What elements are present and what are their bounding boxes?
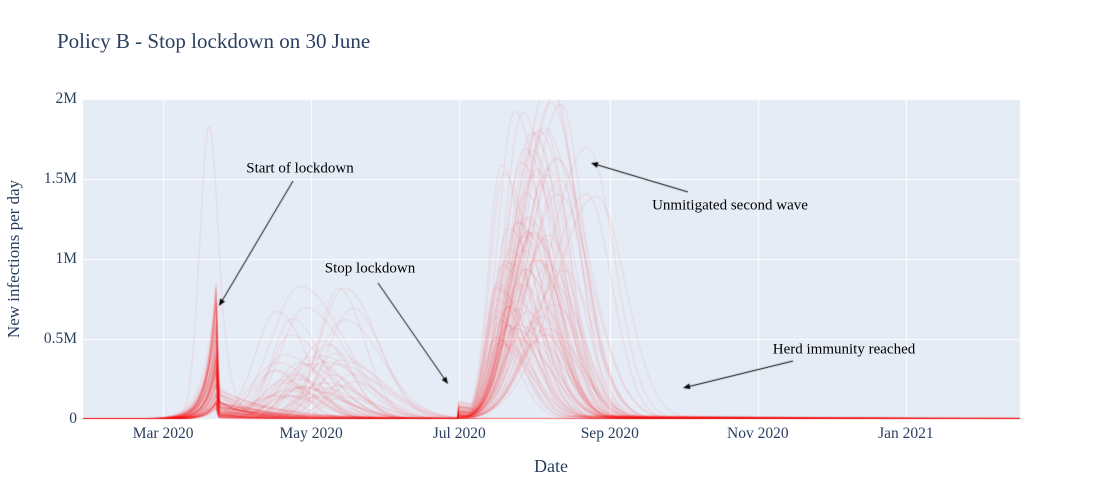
y-tick-label-2: 1M xyxy=(55,250,77,267)
x-axis-title: Date xyxy=(534,456,568,476)
y-tick-label-1: 0.5M xyxy=(43,330,77,347)
y-tick-label-4: 2M xyxy=(55,90,77,107)
y-tick-label-3: 1.5M xyxy=(43,170,77,187)
annotation-start-of-lockdown: Start of lockdown xyxy=(246,160,354,177)
annotation-herd-immunity-reached: Herd immunity reached xyxy=(772,341,916,358)
y-axis-title: New infections per day xyxy=(4,179,23,339)
y-tick-label-0: 0 xyxy=(69,410,77,427)
x-tick-label-2: Jul 2020 xyxy=(432,425,486,442)
x-tick-label-3: Sep 2020 xyxy=(580,425,639,442)
annotation-stop-lockdown: Stop lockdown xyxy=(324,260,416,277)
x-tick-label-4: Nov 2020 xyxy=(727,425,789,442)
annotation-unmitigated-second-wave: Unmitigated second wave xyxy=(652,197,808,214)
x-tick-label-1: May 2020 xyxy=(279,425,343,442)
x-tick-label-0: Mar 2020 xyxy=(132,425,194,442)
x-tick-label-5: Jan 2021 xyxy=(878,425,934,442)
chart-title: Policy B - Stop lockdown on 30 June xyxy=(57,29,371,53)
